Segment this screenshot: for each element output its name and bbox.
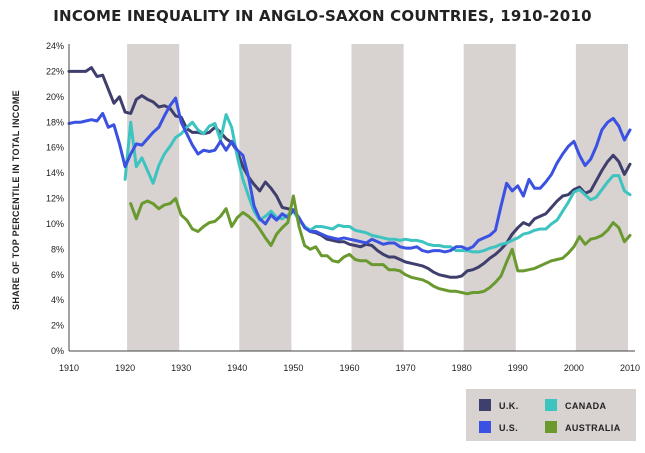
y-tick-label: 18%	[46, 117, 64, 127]
y-tick-label: 8%	[51, 244, 64, 254]
x-tick-label: 1950	[283, 363, 303, 373]
legend-label: CANADA	[565, 401, 606, 411]
decade-band	[575, 44, 628, 351]
y-tick-label: 2%	[51, 321, 64, 331]
legend-swatch	[479, 399, 491, 411]
x-tick-label: 1980	[452, 363, 472, 373]
legend-label: AUSTRALIA	[565, 423, 621, 433]
x-tick-label: 1960	[339, 363, 359, 373]
series-line-australia	[129, 194, 632, 296]
legend-swatch	[545, 399, 557, 411]
y-tick-label: 20%	[46, 92, 64, 102]
x-tick-label: 1990	[508, 363, 528, 373]
y-tick-label: 14%	[46, 168, 64, 178]
series-line-u-s	[67, 96, 632, 254]
decade-band	[351, 44, 404, 351]
legend-box	[466, 389, 636, 441]
y-axis-ticks: 0% 2% 4% 6% 8% 10% 12% 14% 16% 18% 20% 22% 24%	[46, 41, 64, 356]
x-tick-label: 2010	[620, 363, 640, 373]
y-tick-label: 4%	[51, 295, 64, 305]
x-tick-label: 1930	[171, 363, 191, 373]
shaded-decade-bands	[127, 44, 628, 351]
legend-swatch	[545, 421, 557, 433]
y-tick-label: 12%	[46, 194, 64, 204]
y-axis-label: SHARE OF TOP PERCENTILE IN TOTAL INCOME	[11, 90, 21, 310]
series-line-u-k	[67, 66, 632, 279]
legend-label: U.S.	[499, 423, 518, 433]
y-tick-label: 0%	[51, 346, 64, 356]
x-tick-label: 1920	[115, 363, 135, 373]
y-tick-label: 6%	[51, 270, 64, 280]
chart-title: INCOME INEQUALITY IN ANGLO-SAXON COUNTRI…	[53, 7, 592, 25]
decade-band	[127, 44, 180, 351]
x-tick-label: 2000	[564, 363, 584, 373]
x-tick-label: 1910	[59, 363, 79, 373]
y-tick-label: 16%	[46, 143, 64, 153]
series-lines	[67, 66, 632, 296]
y-tick-label: 10%	[46, 219, 64, 229]
y-tick-label: 22%	[46, 66, 64, 76]
y-tick-label: 24%	[46, 41, 64, 51]
decade-band	[239, 44, 292, 351]
decade-band	[463, 44, 516, 351]
x-tick-label: 1940	[227, 363, 247, 373]
legend-label: U.K.	[499, 401, 519, 411]
legend: U.K. CANADA U.S. AUSTRALIA	[466, 389, 636, 441]
x-axis-ticks: 1910 1920 1930 1940 1950 1960 1970 1980 1990 2000…	[59, 363, 640, 373]
series-line-canada	[123, 113, 632, 254]
legend-swatch	[479, 421, 491, 433]
x-tick-label: 1970	[396, 363, 416, 373]
